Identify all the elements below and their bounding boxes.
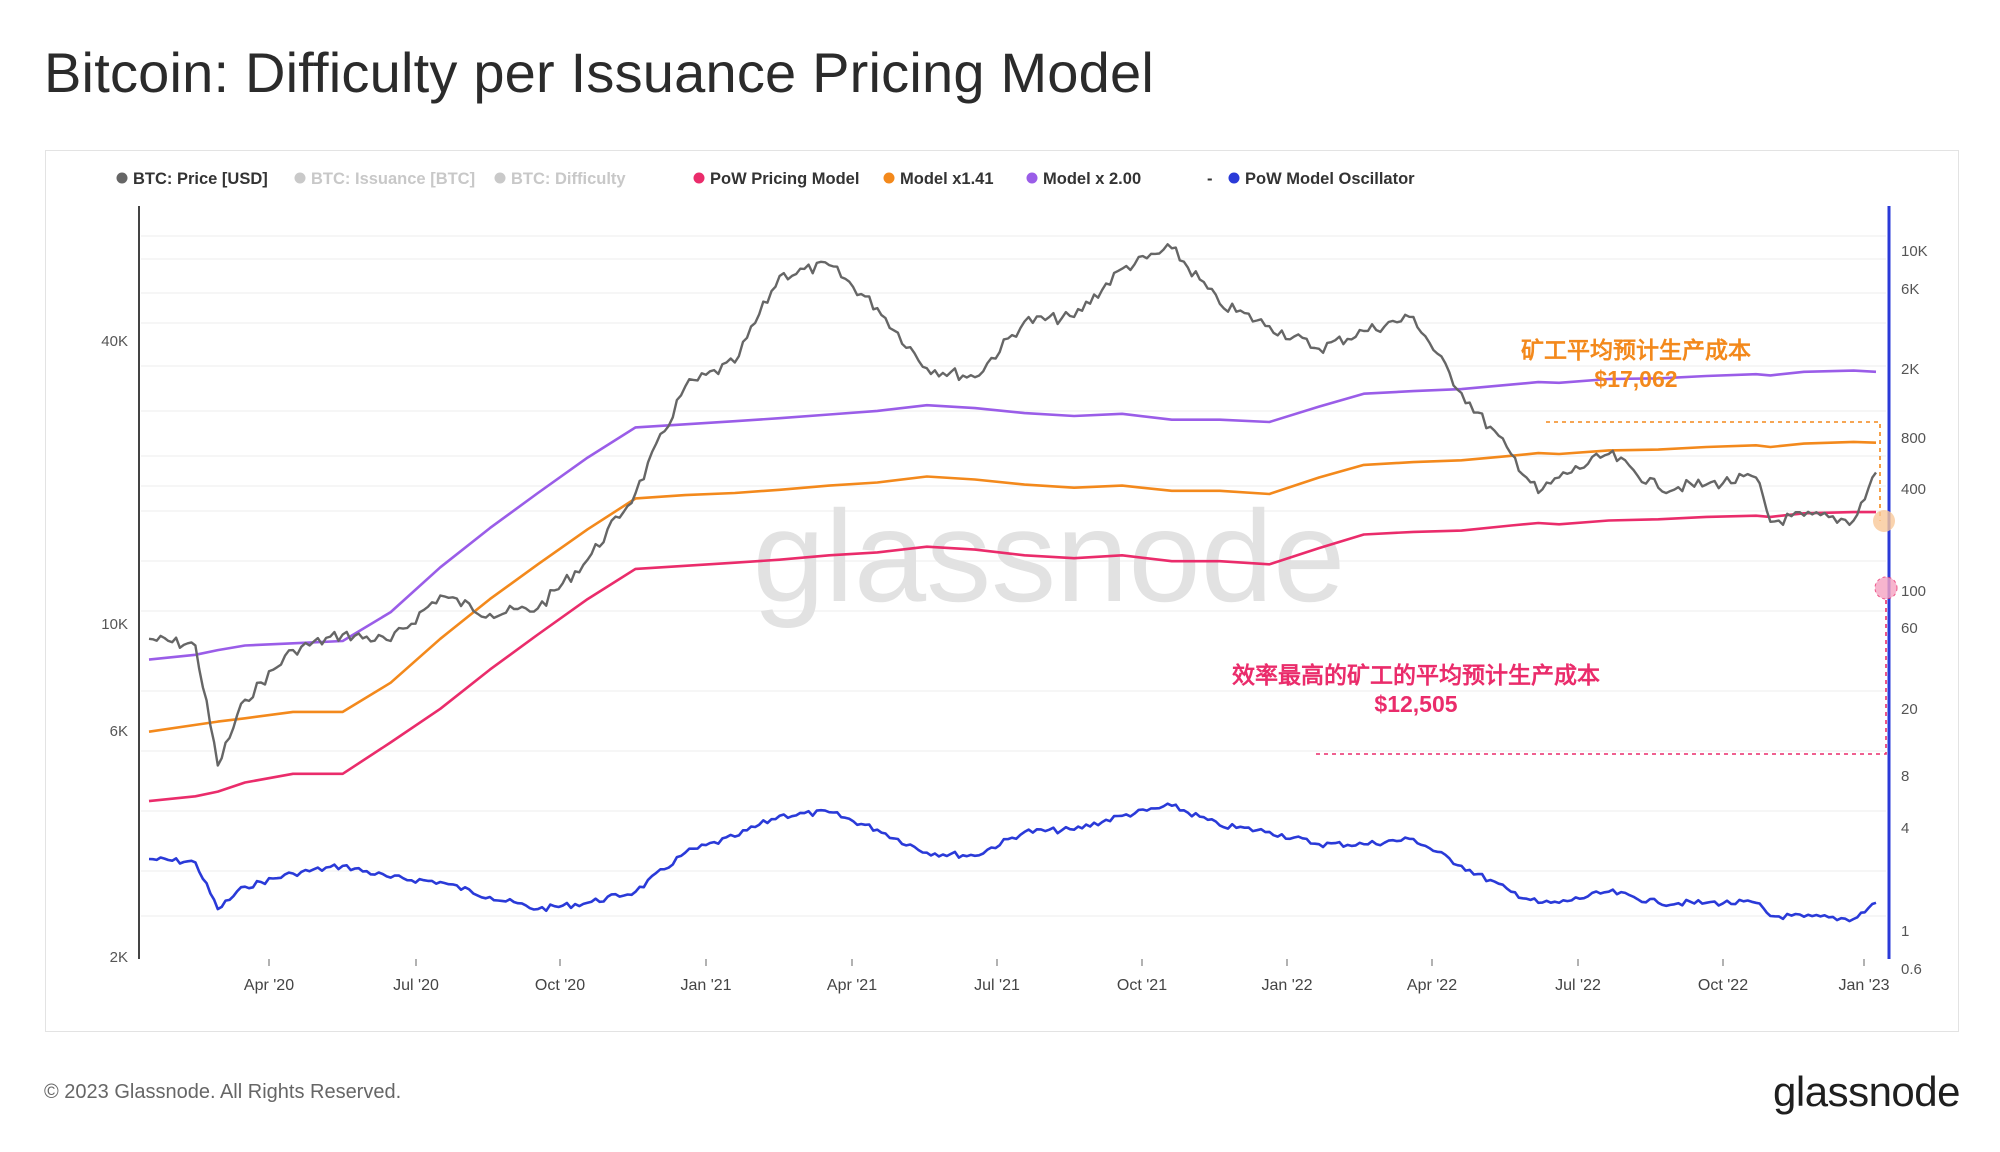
- series-line: [148, 440, 1877, 733]
- y-axis-right: 10K 6K 2K 800 400 100 60 20 8 4 1 0.6: [1901, 243, 1928, 978]
- legend: BTC: Price [USD] BTC: Issuance [BTC] BTC: …: [116, 170, 1415, 188]
- legend-item[interactable]: PoW Pricing Model: [710, 170, 859, 188]
- series-line: [148, 510, 1876, 803]
- orange-end-marker: [1873, 510, 1895, 532]
- x-tick-label: Apr '21: [827, 977, 877, 994]
- x-tick-label: Jan '21: [680, 977, 731, 994]
- glassnode-logo: glassnode: [1773, 1068, 1960, 1115]
- y-right-tick-label: 100: [1901, 583, 1926, 600]
- y-right-tick-label: 8: [1901, 768, 1909, 785]
- legend-item[interactable]: Model x1.41: [900, 170, 994, 188]
- legend-marker[interactable]: [294, 172, 306, 184]
- y-right-tick-label: 2K: [1901, 361, 1919, 378]
- legend-item[interactable]: BTC: Difficulty: [511, 170, 626, 188]
- x-tick-label: Oct '20: [535, 977, 585, 994]
- orange-guide: [1546, 421, 1881, 521]
- orange-annotation-label: 矿工平均预计生产成本: [1521, 337, 1751, 363]
- series-layer: [148, 243, 1877, 923]
- chart-frame: glassnode BTC: Price [USD] BTC: Issuance …: [45, 150, 1959, 1032]
- footer-copyright: © 2023 Glassnode. All Rights Reserved.: [44, 1081, 402, 1103]
- y-right-tick-label: 0.6: [1901, 961, 1922, 978]
- series-line: [148, 802, 1877, 923]
- x-tick-label: Oct '22: [1698, 977, 1748, 994]
- legend-item[interactable]: PoW Model Oscillator: [1245, 170, 1415, 188]
- y-right-tick-label: 20: [1901, 701, 1918, 718]
- y-right-tick-label: 4: [1901, 820, 1909, 837]
- legend-marker[interactable]: [883, 172, 895, 184]
- x-tick-label: Jan '23: [1838, 977, 1889, 994]
- y-right-tick-label: 10K: [1901, 243, 1928, 260]
- y-left-tick-label: 40K: [101, 333, 128, 350]
- y-right-tick-label: 800: [1901, 430, 1926, 447]
- legend-marker[interactable]: [1228, 172, 1240, 184]
- legend-marker[interactable]: [693, 172, 705, 184]
- orange-annotation-value: $17,062: [1594, 366, 1678, 392]
- x-tick-label: Jul '20: [393, 977, 439, 994]
- y-left-tick-label: 10K: [101, 616, 128, 633]
- x-tick-label: Apr '20: [244, 977, 294, 994]
- chart-canvas: glassnode BTC: Price [USD] BTC: Issuance …: [101, 170, 1928, 994]
- orange-annotation: 矿工平均预计生产成本 $17,062: [1486, 336, 1786, 394]
- x-tick-label: Jul '21: [974, 977, 1020, 994]
- pink-end-marker: [1874, 576, 1898, 600]
- series-line: [148, 369, 1877, 661]
- legend-item[interactable]: Model x 2.00: [1043, 170, 1141, 188]
- y-right-tick-label: 60: [1901, 620, 1918, 637]
- y-right-tick-label: 1: [1901, 923, 1909, 940]
- y-left-tick-label: 2K: [110, 949, 128, 966]
- pink-annotation-label: 效率最高的矿工的平均预计生产成本: [1232, 662, 1600, 688]
- y-right-tick-label: 400: [1901, 481, 1926, 498]
- legend-marker[interactable]: [494, 172, 506, 184]
- legend-marker[interactable]: [116, 172, 128, 184]
- pink-guide: [1316, 599, 1887, 755]
- x-tick-label: Apr '22: [1407, 977, 1457, 994]
- legend-item[interactable]: BTC: Issuance [BTC]: [311, 170, 475, 188]
- legend-item[interactable]: BTC: Price [USD]: [133, 170, 268, 188]
- y-left-tick-label: 6K: [110, 723, 128, 740]
- y-right-tick-label: 6K: [1901, 281, 1919, 298]
- series-line: [148, 243, 1877, 767]
- end-markers: [1873, 510, 1898, 600]
- page-title: Bitcoin: Difficulty per Issuance Pricing…: [44, 41, 1154, 104]
- x-axis: Apr '20 Jul '20 Oct '20 Jan '21 Apr '21 Jul '…: [244, 959, 1890, 994]
- pink-annotation: 效率最高的矿工的平均预计生产成本 $12,505: [1226, 661, 1606, 719]
- annotation-guides: [1316, 421, 1887, 755]
- x-tick-label: Jul '22: [1555, 977, 1601, 994]
- pink-annotation-value: $12,505: [1374, 691, 1458, 717]
- x-tick-label: Jan '22: [1261, 977, 1312, 994]
- legend-marker[interactable]: [1026, 172, 1038, 184]
- y-axis-left: 40K 10K 6K 2K: [101, 333, 128, 966]
- x-tick-label: Oct '21: [1117, 977, 1167, 994]
- legend-item[interactable]: -: [1207, 170, 1213, 188]
